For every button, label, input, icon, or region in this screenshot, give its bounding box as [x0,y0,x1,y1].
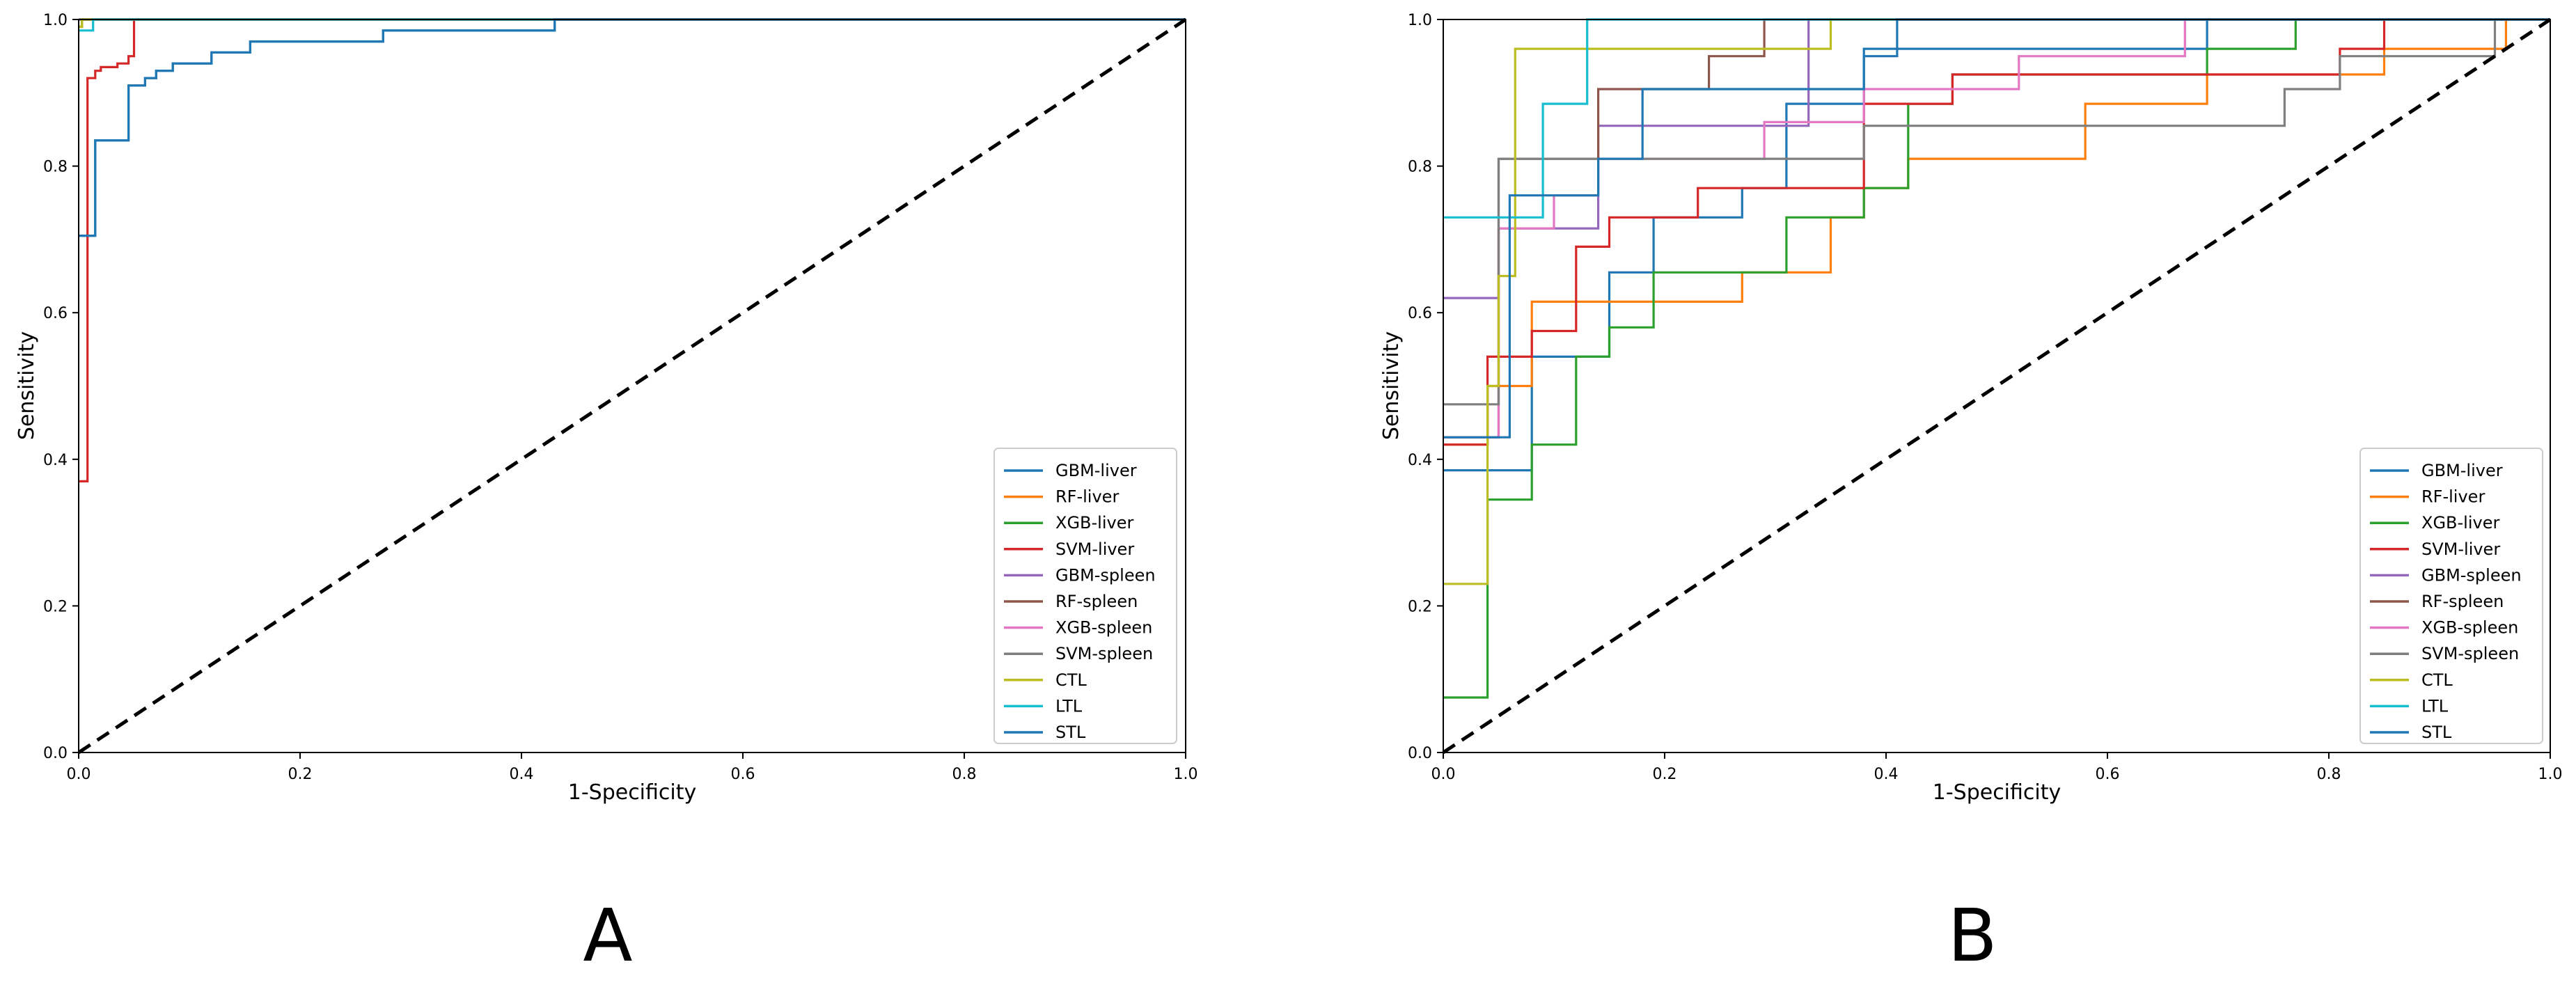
panel-b-legend-label-ltl: LTL [2421,696,2449,716]
panel-b-letter: B [1947,893,1997,978]
panel-b-x-tick-label: 0.8 [2317,766,2341,783]
panel-b-x-tick-label: 0.6 [2096,766,2120,783]
panel-a-y-tick-label: 0.2 [43,598,68,615]
panel-a-x-tick-label: 1.0 [1174,766,1198,783]
panel-a-legend-label-rf-liver: RF-liver [1055,487,1119,507]
panel-a-legend-label-xgb-spleen: XGB-spleen [1055,618,1152,638]
panel-a-series-svm-liver [79,18,1186,483]
panel-b-y-axis-label: Sensitivity [1379,331,1404,440]
panel-a-x-axis-label: 1-Specificity [568,780,697,805]
panel-b-series-ctl [1443,18,2550,585]
panel-a-x-axis-ticks: 0.0 0.2 0.4 0.6 0.8 1.0 [67,752,1198,783]
panel-a-plot-frame [78,19,1186,753]
panel-a-legend-label-xgb-liver: XGB-liver [1055,513,1133,533]
panel-b-legend-label-xgb-spleen: XGB-spleen [2421,618,2518,638]
panel-a-letter: A [583,893,632,978]
panel-a-legend: GBM-liver RF-liver XGB-liver SVM-liver GBM-s… [994,448,1177,744]
panel-b-series-xgb-spleen [1443,18,2550,439]
panel-b-legend-label-rf-spleen: RF-spleen [2421,592,2504,611]
panel-a-x-tick-label: 0.4 [510,766,534,783]
panel-a-y-tick-label: 0.4 [43,452,68,469]
panel-b-legend-label-stl: STL [2421,723,2452,742]
panel-b-series-group [1442,17,2552,755]
panel-b-y-tick-label: 0.2 [1408,598,1432,615]
panel-b-series-xgb-liver [1443,18,2550,699]
panel-b-legend-label-gbm-liver: GBM-liver [2421,461,2503,480]
panel-b-legend-label-gbm-spleen: GBM-spleen [2421,565,2522,585]
panel-a-x-tick-label: 0.0 [67,766,91,783]
panel-a-y-tick-label: 1.0 [43,12,68,29]
panel-b-y-tick-label: 0.6 [1408,305,1432,322]
panel-a-legend-label-svm-spleen: SVM-spleen [1055,644,1153,663]
panel-b-y-axis-ticks: 0.0 0.2 0.4 0.6 0.8 1.0 [1408,12,1443,762]
panel-b-y-tick-label: 0.0 [1408,745,1432,762]
panel-a-legend-label-rf-spleen: RF-spleen [1055,592,1138,611]
panel-b-y-tick-label: 0.4 [1408,452,1432,469]
panel-a-series-stl [79,18,1186,237]
panel-a-y-axis-label: Sensitivity [15,331,39,440]
panel-a-legend-label-gbm-liver: GBM-liver [1055,461,1137,480]
panel-a-legend-label-ctl: CTL [1055,670,1087,690]
panel-a-legend-label-stl: STL [1055,723,1086,742]
panel-b-legend: GBM-liver RF-liver XGB-liver SVM-liver GBM-s… [2359,448,2543,744]
panel-a-x-tick-label: 0.8 [952,766,977,783]
panel-a-legend-label-svm-liver: SVM-liver [1055,539,1134,559]
panel-a-x-tick-label: 0.2 [288,766,313,783]
panel-b-legend-label-ctl: CTL [2421,670,2453,690]
panel-b-x-tick-label: 1.0 [2538,766,2563,783]
panel-b-legend-label-svm-liver: SVM-liver [2421,539,2500,559]
panel-a-legend-label-ltl: LTL [1055,696,1083,716]
panel-a-y-tick-label: 0.0 [43,745,68,762]
panel-b-chart: 0.0 0.2 0.4 0.6 0.8 1.0 0.0 0.2 0.4 0.6 0.8 1.0 1-… [1379,12,2563,978]
panel-b-plot-frame [1443,19,2551,753]
panel-b-x-tick-label: 0.0 [1431,766,1456,783]
panel-b-x-tick-label: 0.2 [1653,766,1677,783]
panel-b-y-tick-label: 1.0 [1408,12,1432,29]
panel-b-x-tick-label: 0.4 [1874,766,1899,783]
panel-a-y-tick-label: 0.6 [43,305,68,322]
panel-b-x-axis-ticks: 0.0 0.2 0.4 0.6 0.8 1.0 [1431,752,2563,783]
panel-b-series-stl [1443,18,2550,439]
panel-a-x-tick-label: 0.6 [731,766,755,783]
panel-a-chart: 0.0 0.2 0.4 0.6 0.8 1.0 0.0 0.2 0.4 0.6 0.8 1.0 1-… [15,12,1198,978]
panel-b-legend-label-rf-liver: RF-liver [2421,487,2485,507]
panel-a-legend-label-gbm-spleen: GBM-spleen [1055,565,1156,585]
panel-a-y-tick-label: 0.8 [43,159,68,176]
panel-b-x-axis-label: 1-Specificity [1933,780,2061,805]
panel-b-y-tick-label: 0.8 [1408,159,1432,176]
panel-b-legend-label-svm-spleen: SVM-spleen [2421,644,2519,663]
panel-a-y-axis-ticks: 0.0 0.2 0.4 0.6 0.8 1.0 [43,12,79,762]
panel-b-legend-label-xgb-liver: XGB-liver [2421,513,2499,533]
